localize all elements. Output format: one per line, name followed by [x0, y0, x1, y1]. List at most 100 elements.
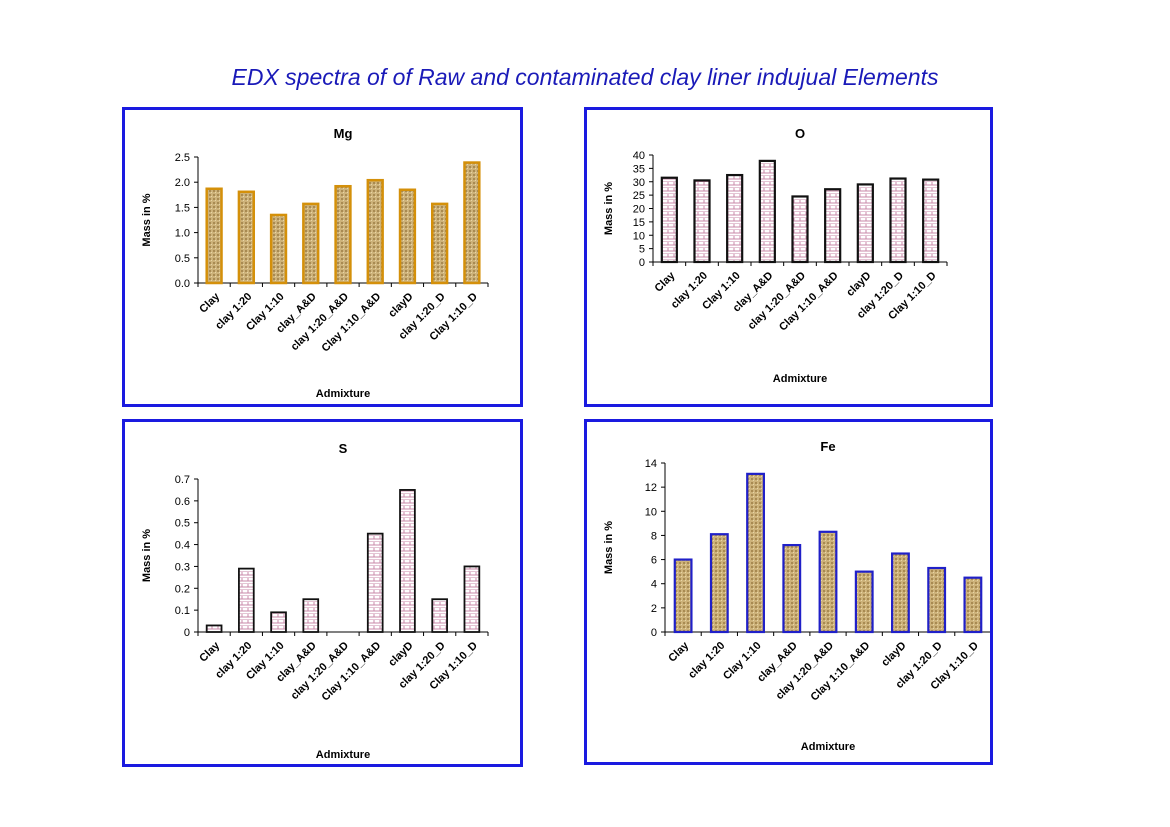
y-tick-label: 14 — [645, 458, 657, 470]
x-tick-label: clayD — [386, 291, 415, 320]
y-tick-label: 2 — [651, 603, 657, 615]
bar — [856, 183, 874, 264]
x-tick-label: Clay 1:10_A&D — [320, 291, 384, 355]
y-tick-label: 0 — [184, 627, 190, 639]
bar — [927, 566, 947, 634]
x-tick-label: Clay 1:10_A&D — [320, 640, 384, 704]
y-axis-label: Mass in % — [603, 521, 615, 574]
y-tick-label: 35 — [633, 163, 645, 175]
y-tick-label: 0.5 — [175, 518, 190, 530]
chart-title: S — [339, 441, 348, 456]
s-chart: S Mass in % Admixture 0 0.1 0.2 0.3 0.4 0.5 0.6 0.… — [141, 441, 489, 761]
y-tick-label: 0.2 — [175, 583, 190, 595]
bar — [302, 598, 320, 633]
chart-panel-o: O Mass in % Admixture 0 5 10 15 20 25 30 35 40 Clay c… — [584, 107, 993, 407]
chart-title: Mg — [334, 126, 353, 141]
bar — [463, 161, 481, 285]
y-tick-label: 8 — [651, 530, 657, 542]
x-axis-label: Admixture — [316, 388, 370, 400]
bar — [673, 558, 693, 634]
y-tick-label: 40 — [633, 150, 645, 162]
y-tick-label: 0.5 — [175, 253, 190, 265]
bar — [237, 190, 255, 285]
y-tick-label: 6 — [651, 555, 657, 567]
bar — [398, 188, 417, 285]
y-tick-label: 0 — [639, 257, 645, 269]
y-tick-label: 5 — [639, 244, 645, 256]
x-axis-label: Admixture — [316, 749, 370, 761]
bar — [269, 213, 288, 285]
x-tick-label: clayD — [844, 270, 873, 299]
y-tick-label: 12 — [645, 482, 657, 494]
bar — [693, 179, 711, 264]
y-axis-label: Mass in % — [603, 182, 615, 235]
y-axis-label: Mass in % — [141, 529, 153, 582]
x-tick-label: Clay — [197, 290, 223, 316]
y-tick-label: 4 — [651, 579, 657, 591]
bar — [726, 173, 744, 264]
x-tick-label: clayD — [879, 640, 908, 669]
y-tick-label: 0.1 — [175, 605, 190, 617]
bar — [963, 576, 983, 634]
page-title: EDX spectra of of Raw and contaminated c… — [231, 64, 939, 90]
bar — [270, 611, 287, 633]
x-tick-label: Clay — [197, 639, 223, 665]
x-tick-label: clay 1:20_A&D — [289, 291, 352, 354]
y-tick-label: 10 — [645, 506, 657, 518]
y-tick-label: 0.4 — [175, 540, 190, 552]
x-axis-label: Admixture — [773, 373, 827, 385]
chart-panel-mg: Mg Mass in % Admixture 0.0 0.5 1.0 1.5 2.0 2.5 Cl… — [122, 107, 523, 407]
y-tick-label: 1.0 — [175, 228, 190, 240]
y-tick-label: 0 — [651, 627, 657, 639]
bar — [205, 624, 223, 633]
y-axis-label: Mass in % — [141, 193, 153, 246]
bar — [791, 195, 809, 264]
y-tick-label: 30 — [633, 177, 645, 189]
chart-panel-fe: Fe Mass in % Admixture 0 2 4 6 8 10 12 14 Clay clay … — [584, 419, 993, 765]
x-tick-label: Clay 1:10_A&D — [777, 270, 841, 334]
bar — [922, 178, 940, 264]
bar — [660, 176, 678, 264]
bar — [399, 489, 416, 633]
y-tick-label: 25 — [633, 190, 645, 202]
chart-title: Fe — [820, 439, 835, 454]
y-tick-label: 0.0 — [175, 278, 190, 290]
bar — [302, 202, 320, 285]
y-tick-label: 0.3 — [175, 561, 190, 573]
bar — [889, 177, 907, 264]
y-tick-label: 15 — [633, 217, 645, 229]
chart-panel-s: S Mass in % Admixture 0 0.1 0.2 0.3 0.4 0.5 0.6 0.… — [122, 419, 523, 767]
bar — [238, 567, 255, 633]
bar — [891, 552, 910, 634]
y-tick-label: 20 — [633, 204, 645, 216]
y-tick-label: 1.5 — [175, 202, 190, 214]
bar — [334, 184, 352, 285]
bar — [366, 178, 384, 285]
bar — [758, 159, 776, 264]
x-tick-label: Clay — [666, 639, 692, 665]
x-tick-label: clay 1:20_A&D — [746, 270, 809, 333]
chart-title: O — [795, 126, 805, 141]
bar — [366, 532, 384, 633]
bar — [431, 202, 449, 285]
bar — [431, 598, 448, 633]
y-tick-label: 2.5 — [175, 152, 190, 164]
y-tick-label: 0.7 — [175, 474, 190, 486]
bar — [746, 472, 765, 634]
x-tick-label: clayD — [386, 640, 415, 669]
bar — [818, 530, 838, 634]
x-tick-label: clay 1:20_A&D — [289, 640, 352, 703]
y-tick-label: 10 — [633, 230, 645, 242]
bar — [782, 543, 802, 634]
mg-chart: Mg Mass in % Admixture 0.0 0.5 1.0 1.5 2.0 2.5 Cl… — [141, 126, 489, 400]
x-axis-label: Admixture — [801, 741, 855, 753]
y-tick-label: 2.0 — [175, 177, 190, 189]
bar — [854, 570, 874, 634]
bar — [709, 533, 729, 634]
y-tick-label: 0.6 — [175, 496, 190, 508]
bar — [205, 187, 223, 285]
bar — [463, 565, 481, 633]
bar — [824, 188, 842, 264]
